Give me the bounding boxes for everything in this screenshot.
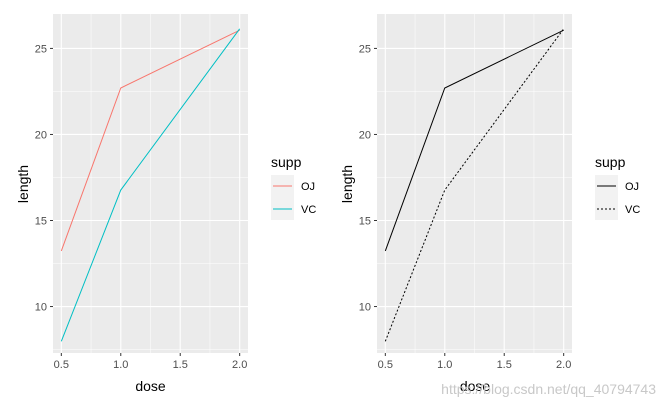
x-axis-title: dose (460, 378, 491, 394)
y-axis-title: length (339, 165, 355, 203)
x-tick-label: 0.5 (54, 359, 69, 371)
legend-label-vc: VC (301, 204, 316, 216)
x-tick-label: 1.5 (173, 359, 188, 371)
ticks-group: 0.5 1.0 1.5 2.0 10 15 20 25 (359, 43, 572, 371)
legend-key-bg (595, 175, 618, 220)
chart-right: 0.5 1.0 1.5 2.0 10 15 20 25 dose length supp OJ… (339, 14, 640, 394)
x-axis-title: dose (135, 378, 166, 394)
series-line-oj (60, 29, 240, 252)
legend-label-oj: OJ (625, 181, 639, 193)
grid-group (53, 14, 248, 353)
legend-key-bg (271, 175, 294, 220)
y-tick-label: 15 (359, 215, 371, 227)
x-tick-label: 1.0 (437, 359, 452, 371)
series-group (384, 28, 565, 342)
y-tick-label: 10 (35, 302, 47, 314)
chart-left: 0.5 1.0 1.5 2.0 10 15 20 25 dose length supp OJ… (15, 14, 316, 394)
grid-group (377, 14, 572, 353)
series-group (60, 28, 241, 342)
y-axis-title: length (15, 165, 31, 203)
x-tick-label: 2.0 (556, 359, 571, 371)
y-tick-label: 20 (359, 129, 371, 141)
y-tick-label: 10 (359, 302, 371, 314)
series-line-oj (384, 29, 564, 252)
ticks-group: 0.5 1.0 1.5 2.0 10 15 20 25 (35, 43, 248, 371)
series-line-vc (384, 28, 565, 342)
y-tick-label: 25 (35, 43, 47, 55)
y-tick-label: 25 (359, 43, 371, 55)
x-tick-label: 1.0 (113, 359, 128, 371)
legend: supp OJ VC (271, 154, 316, 220)
x-tick-label: 2.0 (232, 359, 247, 371)
legend: supp OJ VC (595, 154, 640, 220)
legend-title: supp (595, 154, 626, 170)
legend-title: supp (271, 154, 302, 170)
x-tick-label: 1.5 (497, 359, 512, 371)
series-line-vc (60, 28, 241, 342)
x-tick-label: 0.5 (378, 359, 393, 371)
watermark: https://blog.csdn.net/qq_40794743 (441, 381, 656, 397)
y-tick-label: 20 (35, 129, 47, 141)
legend-label-oj: OJ (301, 181, 315, 193)
y-tick-label: 15 (35, 215, 47, 227)
legend-label-vc: VC (625, 204, 640, 216)
